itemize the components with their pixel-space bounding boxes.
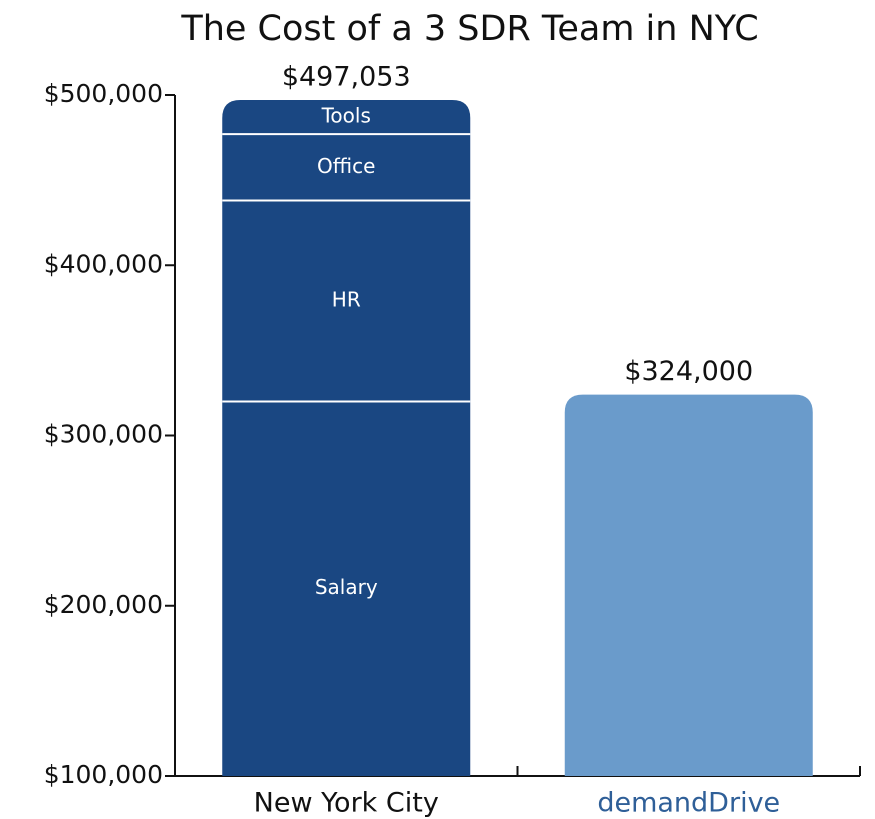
- bar-segment: [222, 134, 471, 201]
- bar-segment: [222, 200, 471, 402]
- y-tick-label: $300,000: [44, 420, 163, 449]
- bar-segment: [222, 100, 471, 135]
- y-tick-label: $400,000: [44, 249, 163, 278]
- x-tick-label: New York City: [254, 788, 439, 819]
- x-tick-label: demandDrive: [597, 788, 780, 819]
- segment-label: HR: [332, 288, 361, 312]
- segment-label: Salary: [315, 575, 378, 599]
- bar-segment: [222, 401, 471, 776]
- chart-title: The Cost of a 3 SDR Team in NYC: [180, 9, 758, 49]
- segment-label: Office: [317, 154, 375, 178]
- total-label: $497,053: [282, 62, 411, 93]
- total-label: $324,000: [624, 356, 753, 387]
- segment-label: Tools: [321, 104, 371, 128]
- y-tick-label: $200,000: [44, 590, 163, 619]
- y-tick-label: $100,000: [44, 760, 163, 789]
- bar-segment: [564, 394, 813, 776]
- y-tick-label: $500,000: [44, 79, 163, 108]
